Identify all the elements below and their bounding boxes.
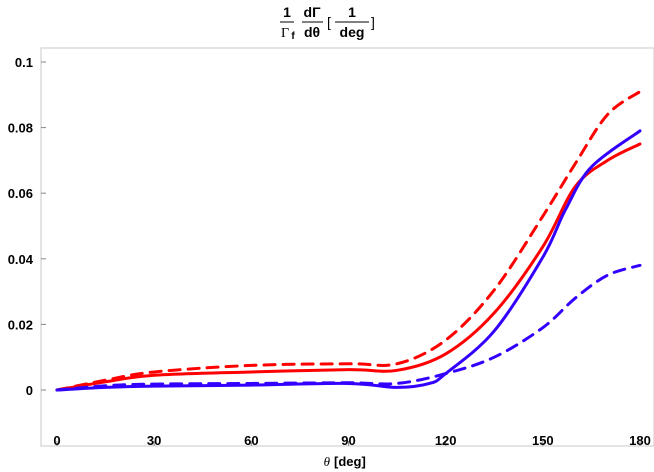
- x-tick-label: 150: [532, 433, 554, 448]
- y-tick-label: 0: [26, 383, 33, 398]
- title-den1: Γ: [281, 26, 289, 41]
- title-num2: dΓ: [304, 4, 322, 20]
- y-tick-label: 0.06: [8, 186, 33, 201]
- title-den2: dθ: [304, 24, 320, 40]
- series-line-red-solid: [55, 142, 642, 392]
- xlabel-unit: [deg]: [334, 454, 366, 469]
- x-tick-label: 60: [244, 433, 258, 448]
- series-line-blue-solid: [55, 129, 642, 392]
- axes: 0 30 60 90 120 150 180 0 0.02 0.04 0.06 0.08 0.1: [8, 55, 651, 448]
- title-bracket-open: [: [327, 14, 331, 30]
- series-group: [55, 90, 642, 392]
- y-tick-label: 0.02: [8, 317, 33, 332]
- x-axis-label: θ [deg]: [324, 454, 366, 469]
- x-tick-label: 90: [341, 433, 355, 448]
- xlabel-symbol: θ: [324, 454, 331, 469]
- title-bracket-close: ]: [371, 14, 375, 30]
- series-line-blue-dashed: [55, 263, 642, 392]
- chart-title: 1 Γ f dΓ dθ [ 1 deg ]: [280, 4, 375, 42]
- series-line-red-dashed: [55, 90, 642, 392]
- x-tick-label: 180: [629, 433, 651, 448]
- x-tick-label: 30: [147, 433, 161, 448]
- x-tick-label: 0: [53, 433, 60, 448]
- title-num3: 1: [348, 4, 356, 20]
- x-tick-label: 120: [435, 433, 457, 448]
- title-den1-sub: f: [291, 31, 295, 42]
- title-num1: 1: [283, 4, 291, 20]
- plot-frame: [40, 47, 654, 447]
- y-tick-label: 0.1: [15, 55, 33, 70]
- y-tick-label: 0.08: [8, 121, 33, 136]
- title-den3: deg: [340, 24, 365, 40]
- y-tick-label: 0.04: [8, 252, 34, 267]
